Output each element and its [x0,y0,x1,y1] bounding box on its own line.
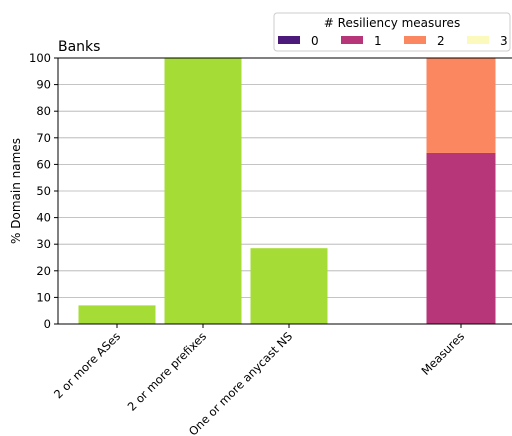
y-tick-label: 60 [36,157,51,171]
stacked-bar-segment [426,58,496,153]
legend-label: 0 [311,34,319,48]
legend-label: 2 [437,34,445,48]
y-tick-label: 10 [36,290,51,304]
legend-swatch [404,36,426,44]
y-tick-label: 50 [36,184,51,198]
bar [250,248,328,324]
legend-title: # Resiliency measures [324,16,460,30]
x-tick-label: 2 or more ASes [51,329,123,401]
x-tick-label: Measures [418,329,467,378]
legend-frame [273,12,511,52]
legend-swatch [467,36,489,44]
y-tick-label: 20 [36,264,51,278]
legend-label: 3 [500,34,508,48]
x-tick-label: 2 or more prefixes [125,329,209,413]
stacked-bar-segment [426,152,496,324]
chart-title: Banks [58,39,100,55]
y-tick-label: 70 [36,131,51,145]
bars [78,58,496,324]
y-ticks: 0 10 20 30 40 50 60 70 80 90 100 [29,51,58,331]
y-tick-label: 40 [36,211,51,225]
legend-entries: 0 1 2 3 [278,34,508,48]
y-axis-label: % Domain names [9,138,23,244]
y-tick-label: 30 [36,237,51,251]
legend-label: 1 [374,34,382,48]
bar [78,305,156,324]
legend: # Resiliency measures 0 1 2 3 [273,12,511,52]
y-tick-label: 80 [36,104,51,118]
legend-swatch [341,36,363,44]
legend-swatch [278,36,300,44]
y-tick-label: 100 [29,51,51,65]
y-tick-label: 0 [44,317,51,331]
y-tick-label: 90 [36,78,51,92]
bar [164,58,242,324]
